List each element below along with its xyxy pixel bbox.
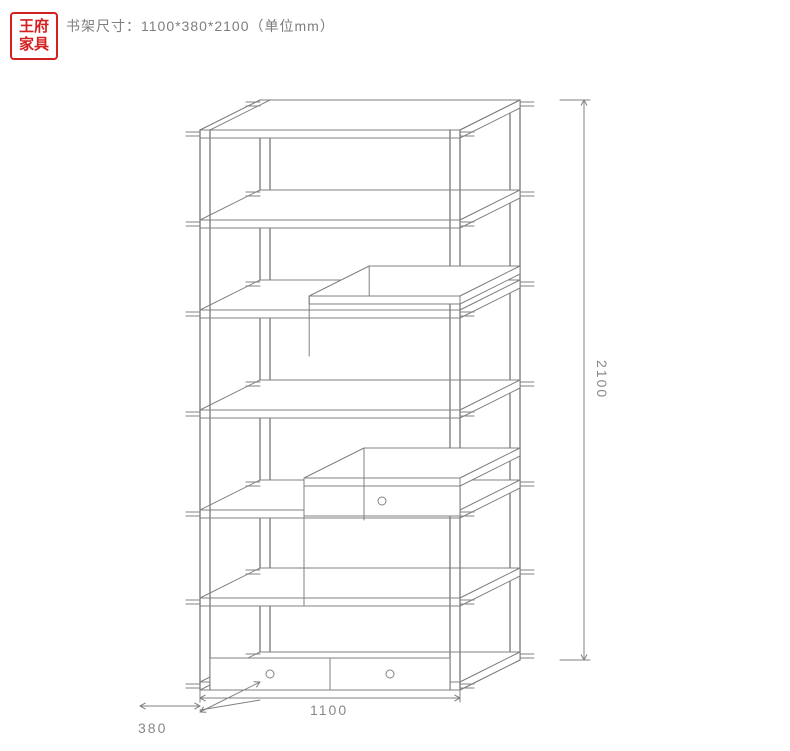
bookshelf-diagram [0, 0, 790, 751]
dimension-width-label: 1100 [310, 702, 348, 718]
dimension-depth-label: 380 [138, 720, 167, 736]
dimension-height-label: 2100 [594, 360, 610, 399]
